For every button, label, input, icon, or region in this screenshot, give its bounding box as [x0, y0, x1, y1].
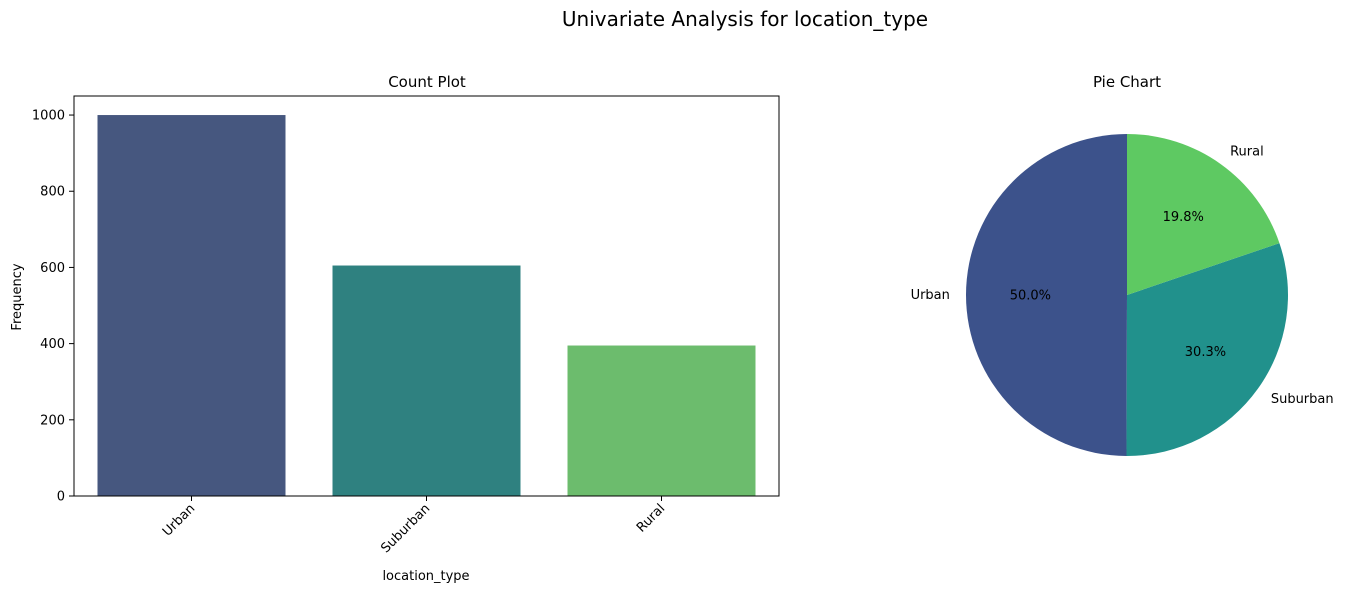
- pie-percent-label: 50.0%: [1010, 288, 1051, 303]
- pie-slice-urban: [966, 134, 1127, 456]
- pie-slice-suburban: [1126, 243, 1288, 456]
- y-tick-label: 200: [40, 413, 65, 428]
- x-axis-ticks: Urban Suburban Rural: [160, 496, 668, 556]
- pie-chart: Pie Chart Urban 50.0% Suburban 30.3% Rural 19…: [911, 73, 1334, 456]
- x-axis-label: location_type: [382, 569, 469, 584]
- pie-labels: Urban 50.0% Suburban 30.3% Rural 19.8%: [911, 145, 1334, 407]
- x-tick-label: Suburban: [378, 501, 433, 556]
- count-plot-title: Count Plot: [388, 73, 466, 91]
- pie-percent-label: 19.8%: [1163, 210, 1204, 225]
- pie-chart-title: Pie Chart: [1093, 73, 1161, 91]
- pie-label: Rural: [1230, 145, 1264, 160]
- y-tick-label: 600: [40, 261, 65, 276]
- count-plot: Count Plot 0 200 400 600 800 1000 Urban Suburb…: [10, 73, 780, 584]
- pie-label: Suburban: [1271, 392, 1334, 407]
- bar-urban: [97, 115, 286, 497]
- y-tick-label: 400: [40, 337, 65, 352]
- bar-rural: [567, 345, 756, 496]
- y-axis-label: Frequency: [10, 263, 25, 330]
- y-tick-label: 1000: [32, 109, 65, 124]
- y-tick-label: 800: [40, 185, 65, 200]
- pie-slice-rural: [1127, 133, 1280, 295]
- x-tick-label: Rural: [634, 501, 668, 535]
- pie-percent-label: 30.3%: [1185, 345, 1226, 360]
- y-tick-label: 0: [57, 490, 65, 505]
- bar-suburban: [332, 265, 521, 496]
- figure-suptitle: Univariate Analysis for location_type: [562, 7, 928, 31]
- x-tick-label: Urban: [160, 501, 198, 539]
- pie-slices: [966, 133, 1288, 456]
- pie-label: Urban: [911, 288, 950, 303]
- y-axis-ticks: 0 200 400 600 800 1000: [32, 109, 74, 505]
- bar-series: [97, 115, 756, 497]
